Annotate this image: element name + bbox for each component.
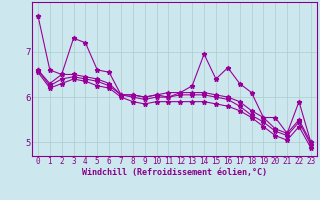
X-axis label: Windchill (Refroidissement éolien,°C): Windchill (Refroidissement éolien,°C) <box>82 168 267 177</box>
